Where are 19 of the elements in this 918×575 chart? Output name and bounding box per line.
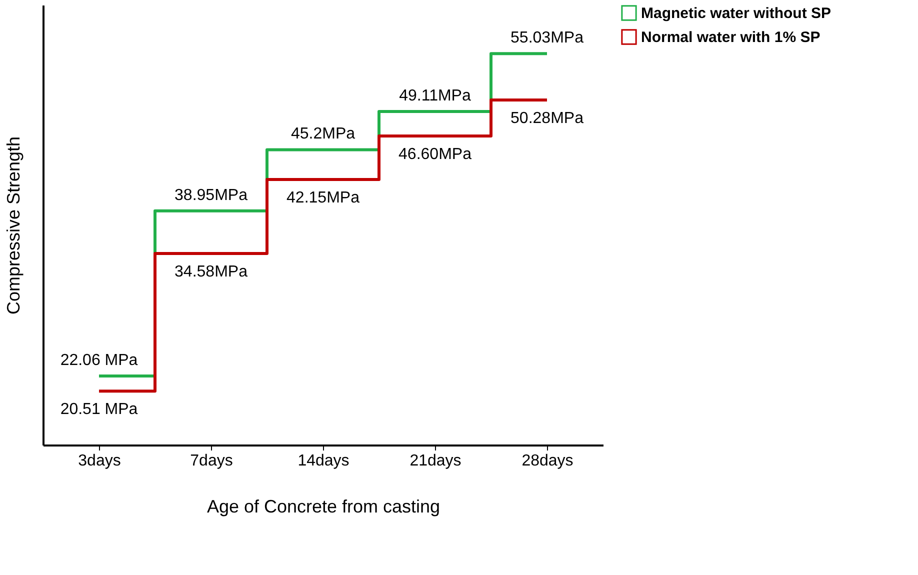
data-label: 49.11MPa [399, 87, 471, 104]
data-label: 42.15MPa [286, 190, 360, 207]
y-axis-title: Compressive Strength [4, 136, 24, 315]
data-label: 55.03MPa [510, 30, 584, 47]
x-tick-label: 21days [410, 452, 462, 470]
data-label: 38.95MPa [174, 186, 248, 204]
x-tick-label: 14days [298, 452, 350, 470]
data-label: 46.60MPa [398, 146, 472, 164]
x-tick-label: 7days [190, 452, 233, 470]
data-label: 34.58MPa [174, 264, 248, 281]
data-label: 22.06 MPa [60, 352, 138, 369]
x-tick-label: 3days [78, 452, 121, 470]
data-label: 20.51 MPa [60, 401, 138, 418]
data-label: 45.2MPa [290, 126, 356, 143]
legend-label: Magnetic water without SP [641, 5, 832, 22]
x-axis-title: Age of Concrete from casting [206, 496, 440, 516]
data-label: 50.28MPa [510, 110, 584, 128]
x-tick-label: 28days [522, 452, 574, 470]
legend-label: Normal water with 1% SP [641, 29, 820, 46]
